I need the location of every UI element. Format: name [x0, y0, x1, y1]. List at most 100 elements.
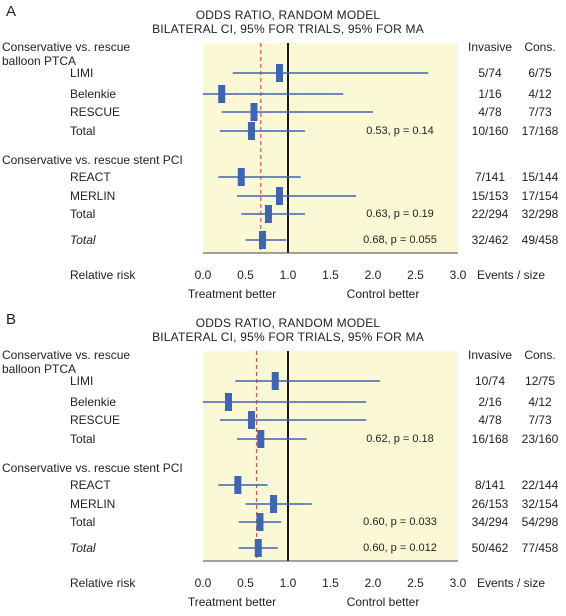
estimate-marker-3	[247, 122, 255, 140]
pooled-annotation: 0.63, p = 0.19	[366, 208, 434, 220]
estimate-marker-7	[254, 539, 262, 557]
group-title: Conservative vs. rescue stent PCI	[2, 153, 183, 167]
cons-events: 32/298	[521, 207, 559, 221]
row-label: Belenkie	[70, 395, 117, 409]
estimate-marker-3	[257, 430, 265, 448]
pooled-annotation: 0.60, p = 0.033	[363, 516, 437, 528]
invasive-events: 10/160	[471, 124, 509, 138]
estimate-marker-7	[259, 231, 266, 249]
control-better-label: Control better	[346, 595, 420, 609]
invasive-events: 34/294	[471, 515, 509, 529]
invasive-events: 10/74	[474, 374, 506, 388]
x-tick-label: 2.5	[407, 268, 424, 282]
plot-background	[203, 43, 458, 253]
x-tick-label: 1.0	[279, 268, 297, 282]
events-size-label: Events / size	[476, 576, 546, 590]
cons-events: 4/12	[528, 87, 552, 101]
invasive-events: 16/168	[471, 432, 509, 446]
cons-events: 23/160	[521, 432, 559, 446]
chart-subtitle: BILATERAL CI, 95% FOR TRIALS, 95% FOR MA	[152, 22, 424, 36]
col-header-invasive: Invasive	[467, 348, 513, 362]
cons-events: 17/154	[521, 189, 559, 203]
panel-b: B ODDS RATIO, RANDOM MODEL BILATERAL CI, 9…	[0, 308, 566, 616]
forest-plot-svg	[203, 351, 458, 562]
estimate-marker-5	[270, 495, 278, 513]
col-header-invasive: Invasive	[467, 40, 513, 54]
cons-events: 54/298	[521, 515, 559, 529]
x-tick-label: 1.0	[279, 576, 297, 590]
estimate-marker-1	[225, 393, 232, 411]
invasive-events: 22/294	[471, 207, 509, 221]
row-label: REACT	[70, 478, 111, 492]
pooled-annotation: 0.68, p = 0.055	[363, 234, 437, 246]
estimate-marker-4	[237, 168, 245, 186]
row-label: LIMI	[70, 374, 94, 388]
treatment-better-label: Treatment better	[187, 287, 277, 301]
estimate-marker-6	[256, 513, 264, 531]
row-label: Total	[70, 124, 96, 138]
cons-events: 7/73	[528, 413, 552, 427]
row-label: REACT	[70, 170, 111, 184]
x-tick-label: 0.5	[237, 268, 254, 282]
invasive-events: 8/141	[474, 478, 506, 492]
treatment-better-label: Treatment better	[187, 595, 277, 609]
x-tick-label: 0.5	[237, 576, 254, 590]
x-tick-label: 0.0	[194, 268, 212, 282]
cons-events: 32/154	[521, 497, 559, 511]
panel-letter: A	[6, 3, 17, 20]
x-axis-label: Relative risk	[70, 268, 136, 282]
cons-events: 12/75	[524, 374, 556, 388]
group-title: Conservative vs. rescue stent PCI	[2, 461, 183, 475]
col-header-cons: Cons.	[524, 40, 556, 54]
invasive-events: 15/153	[471, 189, 509, 203]
cons-events: 7/73	[528, 105, 552, 119]
panel-letter: B	[6, 311, 17, 328]
invasive-events: 32/462	[471, 233, 509, 247]
col-header-cons: Cons.	[524, 348, 556, 362]
x-axis-label: Relative risk	[70, 576, 136, 590]
row-label: RESCUE	[70, 413, 121, 427]
row-label: Belenkie	[70, 87, 117, 101]
forest-plot-svg	[203, 43, 458, 254]
row-label: Total	[70, 432, 96, 446]
row-label: MERLIN	[70, 497, 116, 511]
x-tick-label: 1.5	[322, 268, 339, 282]
row-label: Total	[70, 541, 96, 555]
group-title: Conservative vs. rescue	[2, 348, 131, 362]
group-title: balloon PTCA	[2, 362, 77, 376]
cons-events: 22/144	[521, 478, 559, 492]
chart-title: ODDS RATIO, RANDOM MODEL	[195, 316, 381, 330]
invasive-events: 4/78	[478, 105, 502, 119]
estimate-marker-2	[247, 411, 255, 429]
row-label: Total	[70, 515, 96, 529]
estimate-marker-1	[218, 85, 226, 103]
cons-events: 15/144	[521, 170, 559, 184]
pooled-annotation: 0.62, p = 0.18	[366, 433, 434, 445]
row-label: Total	[70, 233, 96, 247]
estimate-marker-2	[250, 103, 258, 121]
panel-a: A ODDS RATIO, RANDOM MODEL BILATERAL CI, 9…	[2, 3, 559, 302]
chart-title: ODDS RATIO, RANDOM MODEL	[195, 8, 381, 22]
invasive-events: 1/16	[478, 87, 502, 101]
x-tick-label: 2.0	[364, 268, 382, 282]
events-size-label: Events / size	[476, 268, 546, 282]
cons-events: 17/168	[521, 124, 559, 138]
invasive-events: 2/16	[478, 395, 502, 409]
invasive-events: 5/74	[478, 66, 502, 80]
row-label: LIMI	[70, 66, 94, 80]
pooled-annotation: 0.53, p = 0.14	[366, 125, 434, 137]
x-tick-label: 3.0	[449, 268, 467, 282]
row-label: Total	[70, 207, 96, 221]
cons-events: 49/458	[521, 233, 559, 247]
control-better-label: Control better	[346, 287, 420, 301]
estimate-marker-0	[276, 64, 283, 82]
group-title: Conservative vs. rescue	[2, 40, 131, 54]
row-label: RESCUE	[70, 105, 121, 119]
estimate-marker-6	[264, 205, 272, 223]
estimate-marker-0	[271, 372, 279, 390]
x-tick-label: 3.0	[449, 576, 467, 590]
cons-events: 6/75	[528, 66, 552, 80]
pooled-annotation: 0.60, p = 0.012	[363, 542, 437, 554]
cons-events: 77/458	[521, 541, 559, 555]
group-title: balloon PTCA	[2, 54, 77, 68]
